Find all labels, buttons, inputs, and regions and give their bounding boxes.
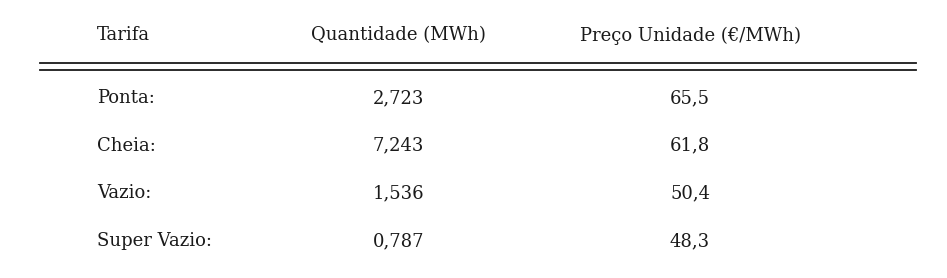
Text: Tarifa: Tarifa (97, 26, 150, 44)
Text: 48,3: 48,3 (670, 232, 710, 250)
Text: Vazio:: Vazio: (97, 185, 152, 202)
Text: 7,243: 7,243 (372, 137, 424, 155)
Text: 65,5: 65,5 (670, 89, 710, 107)
Text: 50,4: 50,4 (670, 185, 710, 202)
Text: Super Vazio:: Super Vazio: (97, 232, 212, 250)
Text: Cheia:: Cheia: (97, 137, 156, 155)
Text: 0,787: 0,787 (372, 232, 424, 250)
Text: 61,8: 61,8 (670, 137, 710, 155)
Text: Ponta:: Ponta: (97, 89, 154, 107)
Text: 2,723: 2,723 (372, 89, 424, 107)
Text: 1,536: 1,536 (372, 185, 424, 202)
Text: Preço Unidade (€/MWh): Preço Unidade (€/MWh) (580, 26, 800, 44)
Text: Quantidade (MWh): Quantidade (MWh) (311, 26, 486, 44)
